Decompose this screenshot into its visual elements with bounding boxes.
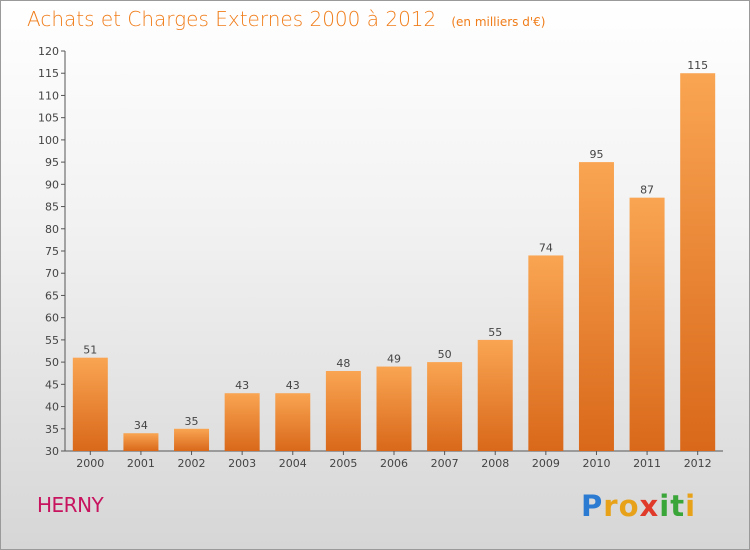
bar-value-label: 55 (488, 326, 502, 339)
y-tick-label: 75 (45, 245, 59, 258)
bar-2007 (427, 362, 463, 451)
x-tick-label: 2008 (481, 457, 509, 470)
bar-value-label: 35 (185, 415, 199, 428)
y-tick-label: 120 (38, 45, 59, 58)
bar-2009 (528, 255, 564, 451)
chart-unit: (en milliers d'€) (451, 15, 546, 29)
x-tick-label: 2012 (684, 457, 712, 470)
chart-title: Achats et Charges Externes 2000 à 2012 (27, 7, 437, 31)
commune-name: HERNY (37, 493, 104, 517)
bar-value-label: 74 (539, 241, 553, 254)
y-tick-label: 30 (45, 445, 59, 458)
logo-letter: i (685, 489, 697, 523)
x-tick-label: 2009 (532, 457, 560, 470)
logo-letter: r (603, 489, 619, 523)
bar-2003 (224, 393, 260, 451)
logo-letter: i (659, 489, 671, 523)
logo-letter: x (639, 489, 660, 523)
logo-letter: P (581, 489, 604, 523)
y-tick-label: 40 (45, 401, 59, 414)
x-tick-label: 2002 (178, 457, 206, 470)
logo-letter: t (670, 489, 686, 523)
y-tick-label: 35 (45, 423, 59, 436)
axes: 30 35 40 45 50 55 60 65 70 75 80 85 90 95 100 105 110 115… (38, 45, 723, 470)
y-tick-label: 115 (38, 67, 59, 80)
y-tick-label: 55 (45, 334, 59, 347)
bar-value-label: 43 (235, 379, 249, 392)
bar-2012 (680, 73, 716, 451)
bar-value-label: 51 (83, 344, 97, 357)
y-tick-label: 110 (38, 89, 59, 102)
bars: 51 34 35 43 43 48 49 50 55 74 95 87 115 (72, 59, 716, 451)
chart-title-block: Achats et Charges Externes 2000 à 2012 (… (27, 7, 545, 31)
x-tick-label: 2004 (279, 457, 307, 470)
y-tick-label: 60 (45, 312, 59, 325)
y-tick-label: 70 (45, 267, 59, 280)
bar-2000 (72, 357, 108, 451)
x-tick-label: 2003 (228, 457, 256, 470)
bar-2002 (174, 428, 210, 451)
bar-2010 (578, 162, 614, 451)
x-tick-label: 2005 (329, 457, 357, 470)
x-tick-label: 2011 (633, 457, 661, 470)
bar-value-label: 87 (640, 184, 654, 197)
y-tick-label: 65 (45, 289, 59, 302)
bar-2001 (123, 433, 159, 451)
proxiti-logo: Proxiti (581, 489, 696, 523)
bar-2008 (477, 339, 513, 451)
bar-2004 (275, 393, 311, 451)
x-tick-label: 2010 (582, 457, 610, 470)
y-tick-label: 85 (45, 201, 59, 214)
x-tick-label: 2006 (380, 457, 408, 470)
bar-value-label: 115 (687, 59, 708, 72)
x-tick-label: 2000 (76, 457, 104, 470)
y-tick-label: 105 (38, 112, 59, 125)
x-tick-label: 2007 (431, 457, 459, 470)
bar-2006 (376, 366, 412, 451)
y-tick-label: 100 (38, 134, 59, 147)
x-tick-label: 2001 (127, 457, 155, 470)
bar-value-label: 95 (589, 148, 603, 161)
y-tick-label: 45 (45, 378, 59, 391)
y-tick-label: 80 (45, 223, 59, 236)
y-tick-label: 95 (45, 156, 59, 169)
bar-2011 (629, 197, 665, 451)
bar-value-label: 43 (286, 379, 300, 392)
logo-letter: o (618, 489, 640, 523)
y-tick-label: 50 (45, 356, 59, 369)
bar-value-label: 48 (336, 357, 350, 370)
bar-2005 (325, 371, 361, 451)
bar-value-label: 34 (134, 419, 148, 432)
y-tick-label: 90 (45, 178, 59, 191)
bar-value-label: 50 (438, 348, 452, 361)
bar-value-label: 49 (387, 353, 401, 366)
